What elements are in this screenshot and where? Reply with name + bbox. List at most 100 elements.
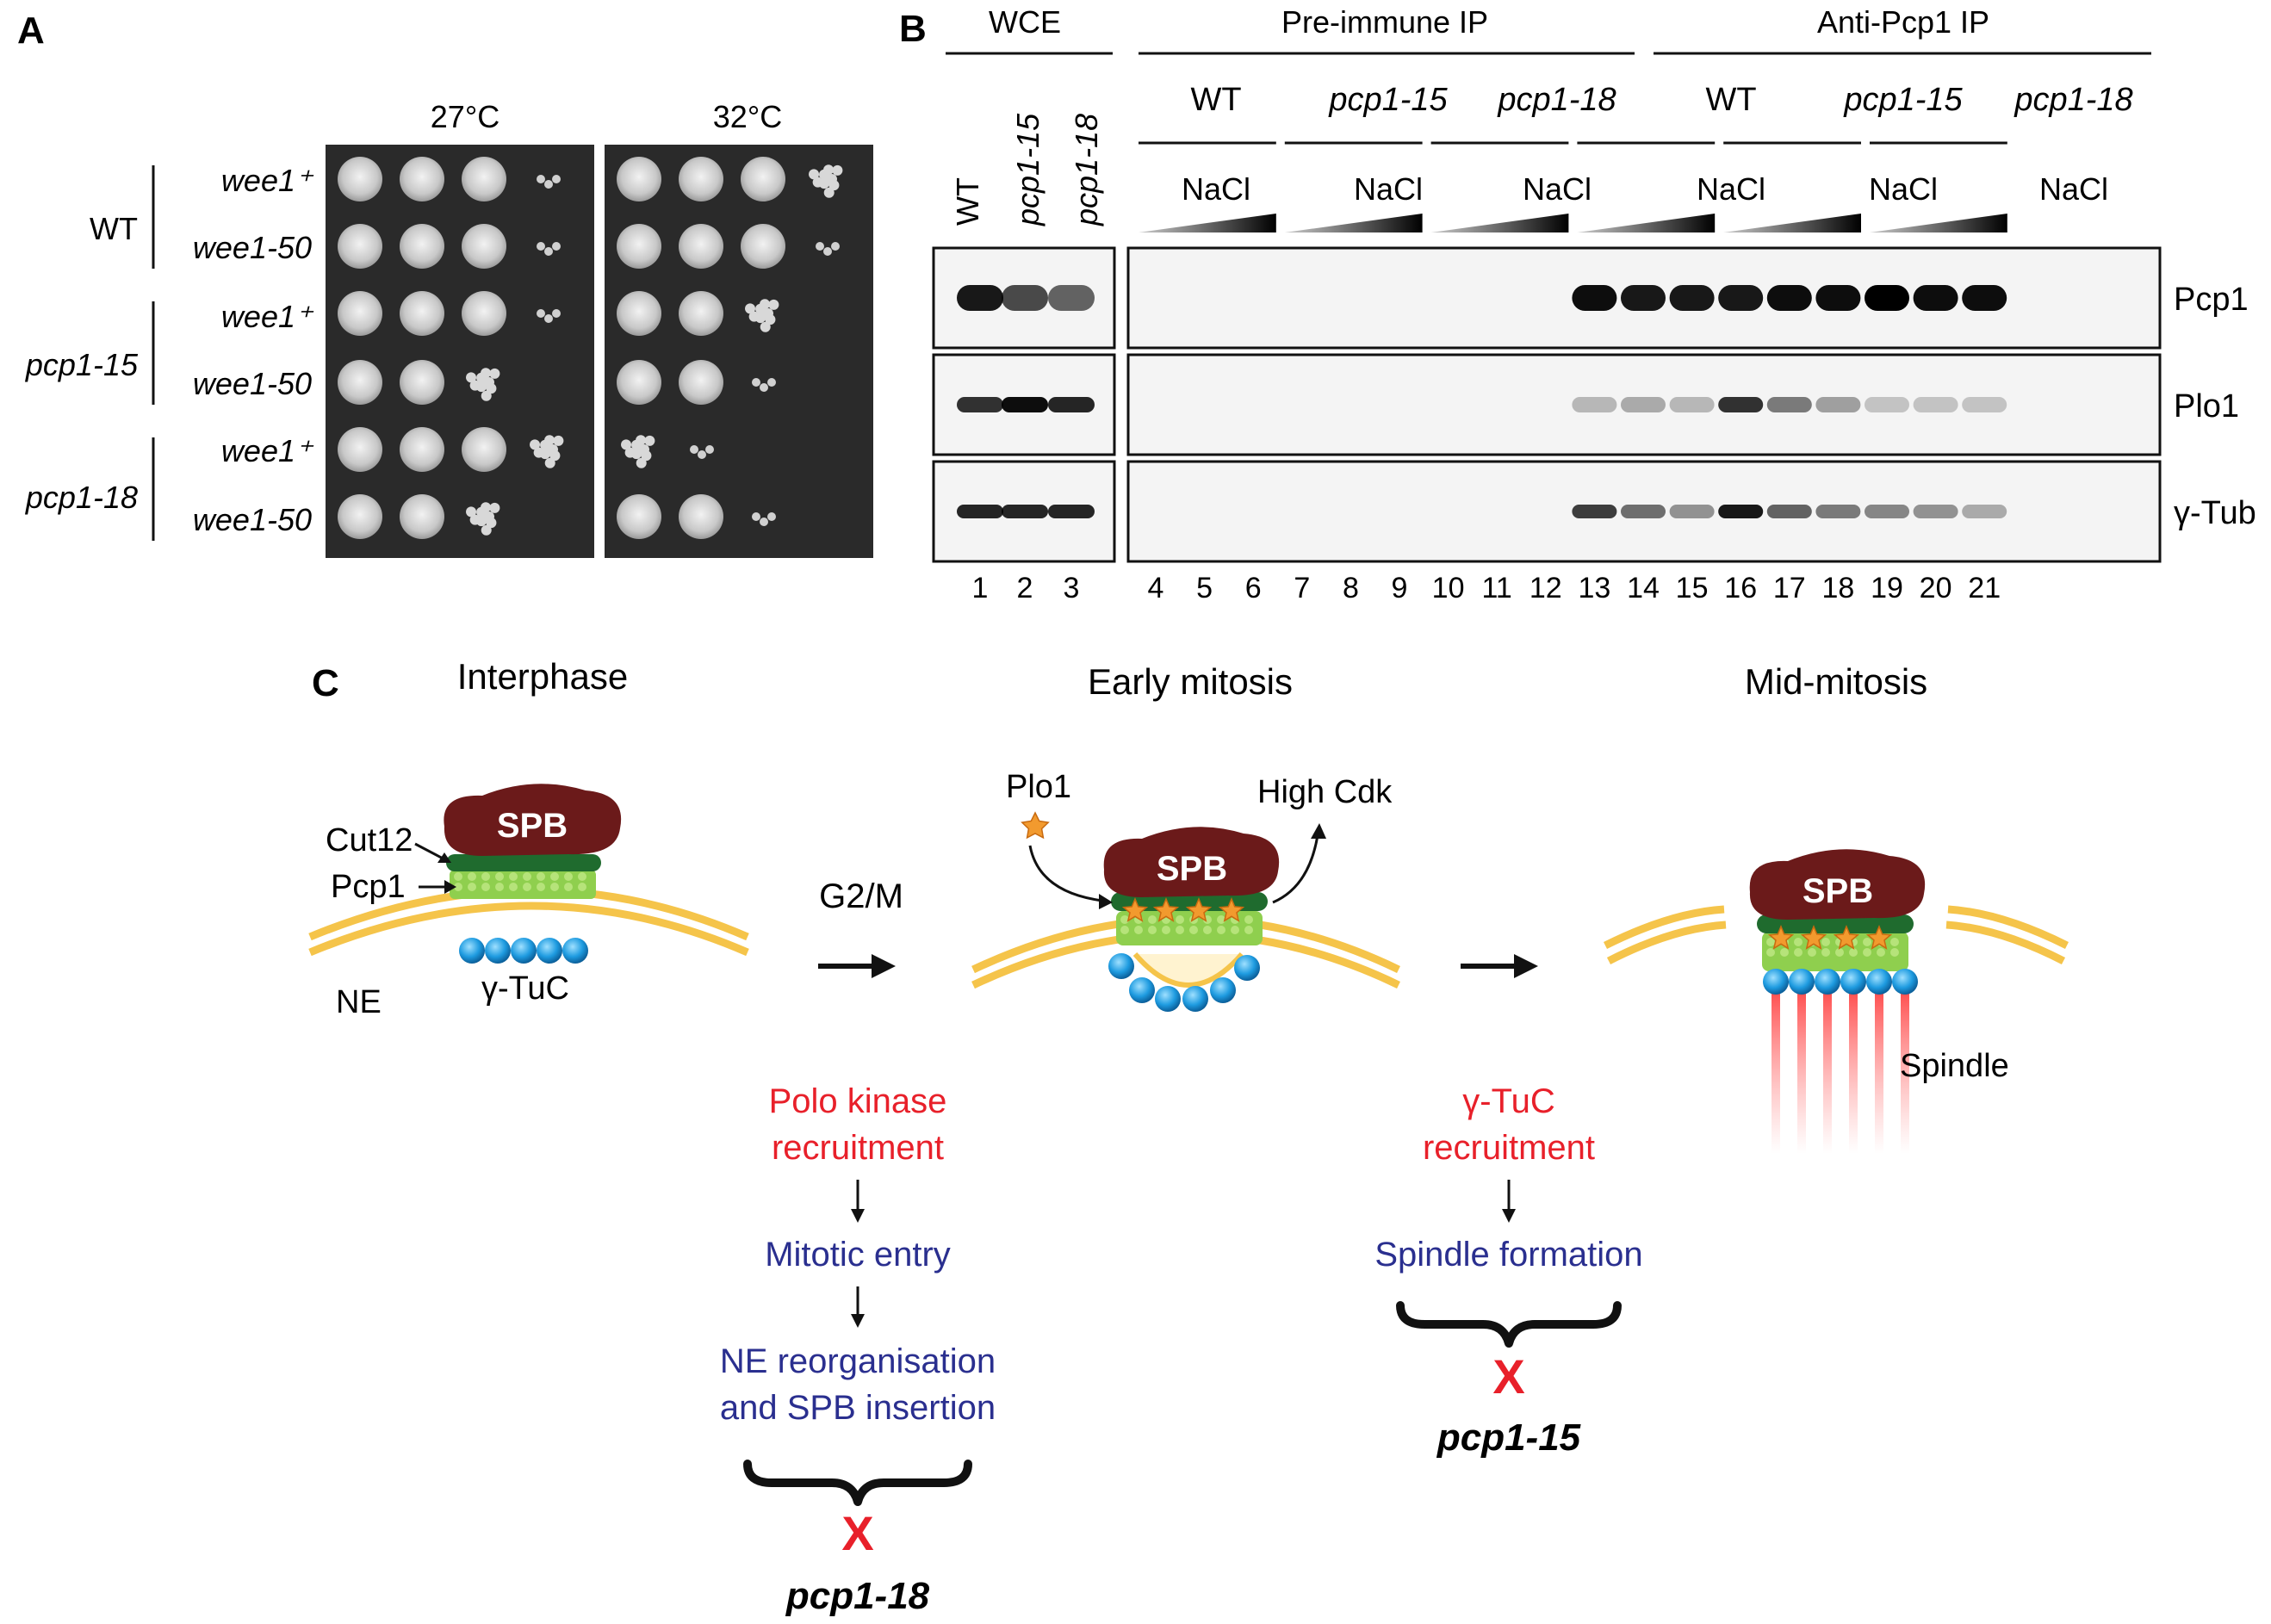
colony-spot: [466, 506, 477, 518]
colony-spot: [679, 224, 723, 269]
colony-spot: [462, 291, 506, 336]
pcp1-dot: [564, 883, 573, 891]
mid-mitosis-diagram: SPB Spindle: [1603, 849, 2069, 1154]
lane-number: 15: [1676, 572, 1709, 604]
pcp1-dot: [1217, 915, 1225, 924]
label-spindle: Spindle: [1900, 1048, 2009, 1084]
blot-band: [1766, 505, 1812, 518]
blot-band: [1621, 285, 1666, 311]
left-step1-line2: recruitment: [772, 1129, 944, 1167]
left-step3-line2: and SPB insertion: [720, 1389, 996, 1427]
blot-band: [1048, 285, 1095, 311]
colony-spot: [462, 157, 506, 201]
panel-b: B WCE Pre-immune IP Anti-Pcp1 IP WT pcp1…: [899, 4, 2256, 604]
panel-a-letter: A: [17, 9, 45, 52]
blot-band: [1621, 397, 1666, 412]
colony-spot: [760, 321, 771, 332]
gtuc-ball: [459, 938, 485, 964]
blot-band: [1865, 397, 1909, 412]
blot-ip-plo1: [1126, 353, 2162, 456]
ip-group-pcp1-18-pre: pcp1-18: [1497, 82, 1616, 118]
colony-spot: [338, 494, 382, 539]
lane-number: 12: [1530, 572, 1562, 604]
colony-spot: [760, 383, 768, 392]
plo1-star: [1218, 897, 1245, 922]
colony-spot: [552, 242, 561, 251]
pcp1-dot: [468, 872, 476, 881]
pcp1-dot: [1148, 926, 1157, 934]
right-step1-line2: recruitment: [1423, 1129, 1595, 1167]
spindle-microtubule: [1875, 990, 1883, 1154]
gtuc-ball: [562, 938, 588, 964]
plo1-star: [1800, 925, 1827, 950]
colony-spot: [462, 427, 506, 472]
colony-spot: [462, 224, 506, 269]
group-label-pcp1-18: pcp1-18: [25, 480, 138, 515]
wce-lane-wt: WT: [950, 177, 985, 226]
panel-c: C Interphase Early mitosis Mid-mitosis S…: [308, 656, 2069, 1617]
panel-a: A 27°C 32°C wee1⁺ wee1-50 wee1⁺ wee1-50 …: [17, 9, 873, 558]
arrowhead-cut12: [437, 852, 451, 863]
group-label-pcp1-15: pcp1-15: [25, 347, 139, 382]
pcp1-dot: [550, 883, 559, 891]
gtuc-ball: [1210, 977, 1236, 1003]
left-brace: [743, 1460, 972, 1506]
colony-spot: [544, 435, 555, 446]
stage-mid-mitosis: Mid-mitosis: [1745, 661, 1927, 702]
blot-band: [1572, 397, 1617, 412]
spb-early: [1103, 827, 1280, 897]
blot-band: [1718, 397, 1764, 412]
interphase-diagram: SPB Cut12 Pcp1 NE γ-TuC: [308, 784, 749, 1020]
early-mitosis-diagram: SPB Plo1 High Cdk: [971, 769, 1400, 1012]
nacl-wedge: [1870, 214, 2007, 232]
lane-number: 1: [972, 572, 989, 604]
colony-spot: [823, 187, 835, 198]
blot-band: [1002, 285, 1048, 311]
ne-left-outer-mid: [1603, 905, 1725, 950]
row-label-3: wee1⁺: [221, 299, 314, 334]
colony-spot: [481, 390, 492, 401]
pcp1-dot: [1877, 948, 1885, 957]
plo1-star: [1152, 897, 1180, 922]
plo1-star: [1833, 925, 1860, 950]
row-label-2: wee1-50: [193, 230, 312, 265]
label-pcp1: Pcp1: [331, 869, 406, 905]
lane-number: 5: [1196, 572, 1213, 604]
colony-spot: [832, 164, 843, 176]
pcp1-dot: [1120, 926, 1129, 934]
colony-spot: [400, 224, 444, 269]
pcp1-dot: [1203, 926, 1212, 934]
lane-number: 9: [1392, 572, 1408, 604]
row-label-5: wee1⁺: [221, 433, 314, 468]
colony-spot: [537, 242, 545, 251]
right-mutant: pcp1-15: [1436, 1416, 1581, 1459]
stage-interphase: Interphase: [457, 656, 628, 697]
colony-spot: [765, 314, 776, 325]
gtuc-ball: [1182, 986, 1208, 1012]
colony-spot: [621, 439, 632, 450]
colony-spot: [338, 427, 382, 472]
colony-spot: [624, 447, 636, 458]
gtuc-ball: [1763, 969, 1789, 995]
blot-band: [1913, 285, 1958, 311]
pcp1-dot: [523, 872, 531, 881]
nacl-label-5: NaCl: [1869, 171, 1938, 207]
blot-band: [1002, 397, 1048, 412]
pcp1-dot: [1120, 915, 1129, 924]
lane-number: 4: [1148, 572, 1164, 604]
colony-spot: [549, 450, 561, 462]
pcp1-dot: [509, 883, 518, 891]
spindle-microtubule: [1772, 990, 1780, 1154]
pcp1-dot: [1244, 926, 1253, 934]
colony-spot: [748, 311, 760, 322]
pcp1-dot: [509, 872, 518, 881]
colony-spot: [533, 447, 544, 458]
spb-label-mid: SPB: [1803, 872, 1873, 910]
colonies-27: [338, 157, 564, 539]
blot-band: [1865, 505, 1909, 518]
nacl-wedge: [1139, 214, 1276, 232]
colony-spot: [469, 380, 481, 391]
blot-label-gtub: γ-Tub: [2174, 495, 2256, 531]
group-label-wt: WT: [90, 211, 138, 246]
